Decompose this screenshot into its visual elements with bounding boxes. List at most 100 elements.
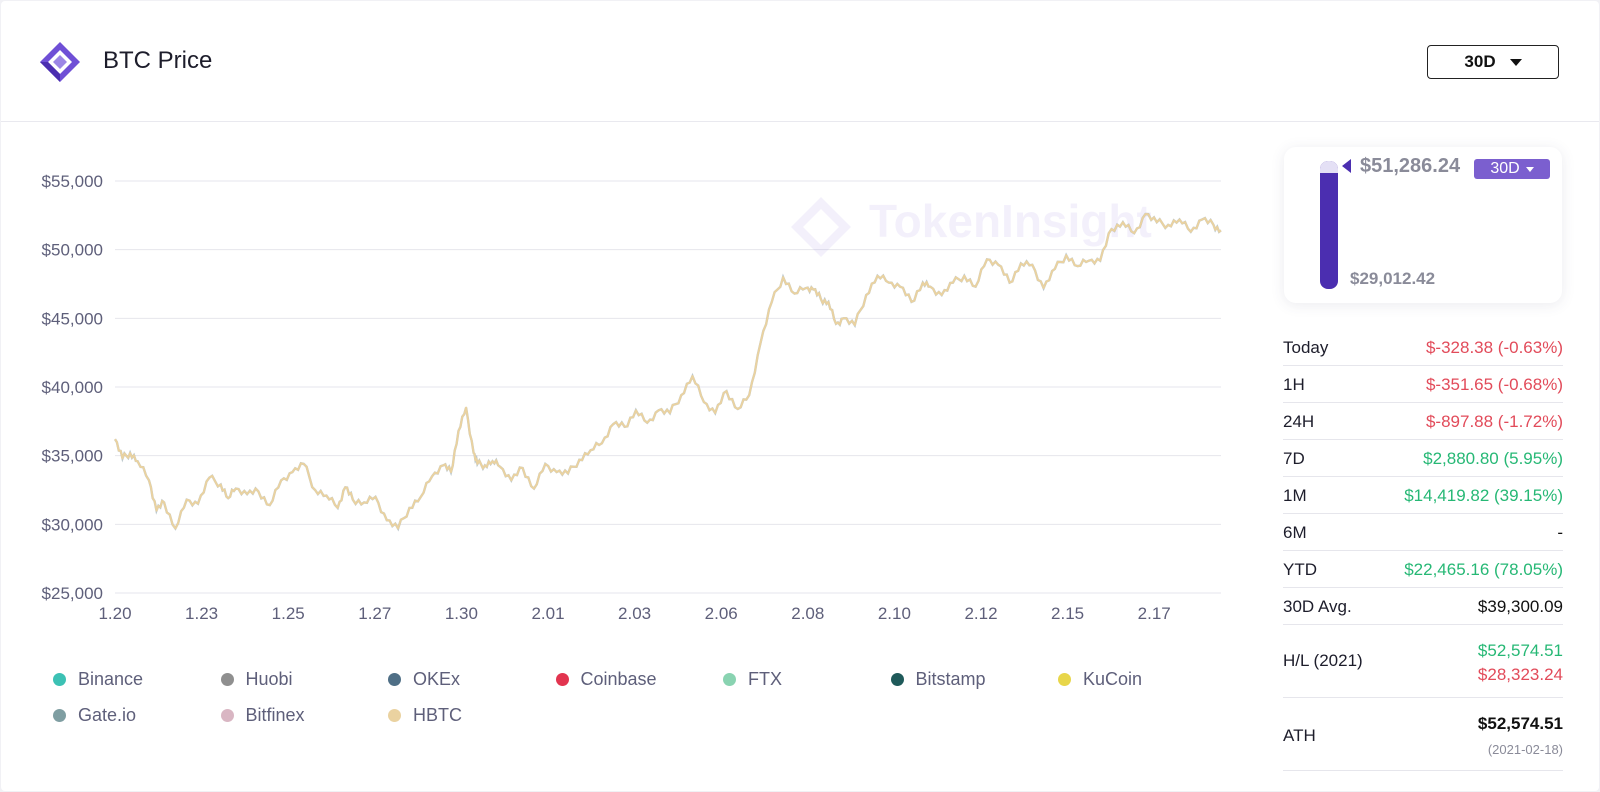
- stat-label: 6M: [1283, 523, 1307, 542]
- legend-label: Coinbase: [580, 669, 657, 689]
- x-tick-label: 2.08: [791, 604, 824, 623]
- stat-value: $2,880.80 (5.95%): [1423, 449, 1563, 468]
- stat-label: ATH: [1283, 726, 1316, 745]
- price-range-card: $51,286.24 $29,012.42 30D: [1284, 147, 1562, 303]
- stat-label: YTD: [1283, 560, 1317, 579]
- stat-value: $14,419.82 (39.15%): [1404, 486, 1563, 505]
- legend-dot-icon: [53, 709, 66, 722]
- stat-label: 24H: [1283, 412, 1315, 431]
- stat-row-24h: 24H $-897.88 (-1.72%): [1283, 403, 1563, 440]
- stat-value: $-897.88 (-1.72%): [1425, 412, 1563, 431]
- stat-row-7d: 7D $2,880.80 (5.95%): [1283, 440, 1563, 477]
- card-header: BTC Price 30D: [1, 1, 1599, 122]
- legend-item-okex[interactable]: OKEx: [388, 669, 460, 690]
- stat-row-high-low: H/L (2021) $52,574.51 $28,323.24: [1283, 625, 1563, 698]
- legend-item-binance[interactable]: Binance: [53, 669, 143, 690]
- legend-dot-icon: [1058, 673, 1071, 686]
- legend-label: KuCoin: [1083, 669, 1143, 689]
- stat-row-6m: 6M -: [1283, 514, 1563, 551]
- period-dropdown-button[interactable]: 30D: [1427, 45, 1559, 79]
- x-tick-label: 1.20: [98, 604, 131, 623]
- caret-down-icon: [1509, 58, 1522, 66]
- page-title: BTC Price: [103, 47, 213, 74]
- tokeninsight-logo: [40, 42, 80, 82]
- x-tick-label: 2.06: [705, 604, 738, 623]
- stat-label: 7D: [1283, 449, 1305, 468]
- line-chart-svg: TokenInsight $55,000 $50,000 $45,000 $40,00…: [42, 172, 1222, 623]
- legend-dot-icon: [220, 673, 234, 686]
- series-lines: [113, 212, 1222, 532]
- legend-label: Bitfinex: [245, 705, 305, 725]
- current-price-marker-icon: [1342, 159, 1351, 173]
- legend-item-bitfinex[interactable]: Bitfinex: [220, 705, 305, 726]
- legend-label: Binance: [78, 669, 144, 689]
- stat-ath-value: $52,574.51: [1477, 714, 1563, 733]
- stat-value: $39,300.09: [1477, 597, 1563, 616]
- legend-dot-icon: [890, 673, 904, 686]
- x-tick-label: 2.10: [878, 604, 911, 623]
- legend-item-gate-io[interactable]: Gate.io: [53, 705, 136, 726]
- watermark-text: TokenInsight: [869, 195, 1152, 247]
- chart-grid: [115, 180, 1221, 594]
- stat-row-today: Today $-328.38 (-0.63%): [1283, 329, 1563, 366]
- x-tick-label: 1.30: [445, 604, 478, 623]
- stat-label: 1M: [1283, 486, 1307, 505]
- stat-label: Today: [1283, 338, 1329, 357]
- y-tick-label: $35,000: [42, 447, 103, 466]
- stat-value: $-328.38 (-0.63%): [1425, 338, 1563, 357]
- price-stats-table: Today $-328.38 (-0.63%) 1H $-351.65 (-0.…: [1283, 329, 1563, 771]
- range-low-value: $29,012.42: [1350, 269, 1436, 288]
- range-bar-remaining: [1320, 161, 1338, 173]
- legend-label: Bitstamp: [915, 669, 986, 689]
- stat-value: $-351.65 (-0.68%): [1425, 375, 1563, 394]
- legend-item-huobi[interactable]: Huobi: [220, 669, 293, 690]
- stat-label: 30D Avg.: [1283, 597, 1352, 616]
- legend-label: Huobi: [245, 669, 293, 689]
- x-tick-label: 2.12: [964, 604, 997, 623]
- y-tick-label: $30,000: [42, 515, 103, 534]
- y-tick-label: $45,000: [42, 309, 103, 328]
- legend-item-coinbase[interactable]: Coinbase: [555, 669, 657, 690]
- stat-low-value: $28,323.24: [1477, 665, 1563, 684]
- stat-row-1h: 1H $-351.65 (-0.68%): [1283, 366, 1563, 403]
- legend-item-bitstamp[interactable]: Bitstamp: [890, 669, 986, 690]
- y-tick-label: $40,000: [42, 378, 103, 397]
- stat-ath-date: (2021-02-18): [1487, 742, 1563, 757]
- legend-item-ftx[interactable]: FTX: [723, 669, 782, 690]
- legend-label: FTX: [748, 669, 782, 689]
- x-tick-label: 1.27: [358, 604, 391, 623]
- x-tick-label: 1.25: [272, 604, 305, 623]
- x-tick-label: 1.23: [185, 604, 218, 623]
- x-tick-label: 2.17: [1138, 604, 1171, 623]
- price-range-bar: [1320, 161, 1338, 289]
- y-tick-label: $25,000: [42, 584, 103, 603]
- legend-dot-icon: [723, 673, 736, 686]
- range-period-dropdown[interactable]: 30D: [1474, 159, 1550, 179]
- legend-dot-icon: [53, 673, 66, 686]
- stat-high-value: $52,574.51: [1477, 641, 1563, 660]
- legend-item-hbtc[interactable]: HBTC: [388, 705, 462, 726]
- range-period-label: 30D: [1490, 160, 1520, 177]
- price-chart: TokenInsight $55,000 $50,000 $45,000 $40,00…: [1, 122, 1271, 662]
- x-tick-label: 2.03: [618, 604, 651, 623]
- range-high-value: $51,286.24: [1360, 155, 1461, 177]
- legend-dot-icon: [388, 709, 401, 722]
- legend-label: HBTC: [413, 705, 462, 725]
- series-line-hbtc: [114, 213, 1222, 530]
- x-tick-label: 2.01: [531, 604, 564, 623]
- legend-dot-icon: [388, 673, 401, 686]
- x-tick-label: 2.15: [1051, 604, 1084, 623]
- x-axis: 1.20 1.23 1.25 1.27 1.30 2.01 2.03 2.06 2.08 2.10…: [98, 604, 1170, 623]
- watermark: TokenInsight: [791, 195, 1152, 257]
- stat-label: 1H: [1283, 375, 1305, 394]
- stat-row-1m: 1M $14,419.82 (39.15%): [1283, 477, 1563, 514]
- y-axis: $55,000 $50,000 $45,000 $40,000 $35,000 $30,0…: [42, 172, 103, 603]
- y-tick-label: $55,000: [42, 172, 103, 191]
- stat-row-ath: ATH $52,574.51 (2021-02-18): [1283, 698, 1563, 771]
- stat-row-ytd: YTD $22,465.16 (78.05%): [1283, 551, 1563, 588]
- legend-item-kucoin[interactable]: KuCoin: [1058, 669, 1142, 690]
- legend-dot-icon: [555, 673, 569, 686]
- y-tick-label: $50,000: [42, 241, 103, 260]
- stat-label: H/L (2021): [1283, 651, 1363, 670]
- stat-value: -: [1557, 523, 1563, 542]
